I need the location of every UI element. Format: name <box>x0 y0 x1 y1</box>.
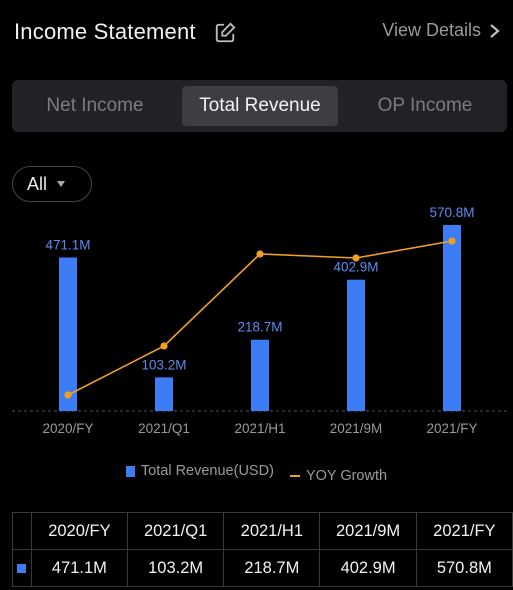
bar-2021/9M[interactable] <box>347 279 365 411</box>
data-label: 103.2M <box>141 357 186 372</box>
table-header-cell: 2020/FY <box>30 512 129 550</box>
table-corner-cell <box>12 512 32 550</box>
x-tick-label: 2020/FY <box>42 421 93 436</box>
table-header-cell: 2021/Q1 <box>126 512 225 550</box>
filter-selected-label: All <box>27 173 48 194</box>
yoy-point-2021/H1[interactable] <box>256 250 264 258</box>
tab-bar: Net Income Total Revenue OP Income <box>12 80 507 132</box>
x-tick-label: 2021/9M <box>330 421 383 436</box>
x-tick-label: 2021/H1 <box>234 421 285 436</box>
header: Income Statement View Details <box>0 0 513 66</box>
table-row: 471.1M 103.2M 218.7M 402.9M 570.8M <box>12 549 513 587</box>
legend-yoy-label: YOY Growth <box>305 467 388 484</box>
table-cell: 218.7M <box>223 549 321 587</box>
legend-item-revenue[interactable]: Total Revenue(USD) <box>125 463 274 479</box>
table-header-cell: 2021/FY <box>415 512 513 550</box>
chevron-right-icon <box>490 23 500 38</box>
table-cell: 103.2M <box>126 549 225 587</box>
chart-legend: Total Revenue(USD) YOY Growth <box>0 463 513 484</box>
period-filter-dropdown[interactable]: All <box>12 166 92 202</box>
table-cell: 570.8M <box>415 549 513 587</box>
legend-revenue-label: Total Revenue(USD) <box>140 463 274 479</box>
data-label: 570.8M <box>429 205 474 220</box>
legend-item-yoy[interactable]: YOY Growth <box>289 467 388 484</box>
edit-icon[interactable] <box>214 22 236 44</box>
table-header-cell: 2021/9M <box>319 512 417 550</box>
revenue-chart: 471.1M 2020/FY 103.2M 2021/Q1 218.7M 2021/H1 4… <box>12 205 507 436</box>
tab-total-revenue[interactable]: Total Revenue <box>182 86 338 126</box>
bar-2021/FY[interactable] <box>443 225 461 411</box>
legend-bar-swatch <box>125 465 135 477</box>
yoy-point-2020/FY[interactable] <box>64 391 72 399</box>
series-marker-icon <box>17 563 27 573</box>
caret-down-icon <box>57 181 66 187</box>
data-label: 218.7M <box>237 320 282 335</box>
yoy-point-2021/9M[interactable] <box>352 254 360 262</box>
bar-2020/FY[interactable] <box>59 257 77 411</box>
bar-2021/Q1[interactable] <box>155 377 173 411</box>
revenue-table: 2020/FY 2021/Q1 2021/H1 2021/9M 2021/FY … <box>12 512 513 587</box>
view-details-link[interactable]: View Details <box>382 20 501 41</box>
data-label: 402.9M <box>333 260 378 275</box>
yoy-point-2021/FY[interactable] <box>448 237 456 245</box>
page-title: Income Statement <box>14 19 196 44</box>
table-header-cell: 2021/H1 <box>223 512 321 550</box>
tab-net-income[interactable]: Net Income <box>46 95 144 116</box>
x-tick-label: 2021/FY <box>426 421 477 436</box>
bar-2021/H1[interactable] <box>251 339 269 411</box>
series-marker-cell <box>12 549 32 587</box>
table-cell: 471.1M <box>30 549 129 587</box>
tab-op-income[interactable]: OP Income <box>377 95 473 116</box>
table-header-row: 2020/FY 2021/Q1 2021/H1 2021/9M 2021/FY <box>12 512 513 550</box>
yoy-point-2021/Q1[interactable] <box>160 342 168 350</box>
view-details-label: View Details <box>382 20 481 40</box>
legend-line-swatch <box>289 474 300 477</box>
data-label: 471.1M <box>45 237 90 252</box>
table-cell: 402.9M <box>319 549 417 587</box>
x-tick-label: 2021/Q1 <box>138 421 190 436</box>
